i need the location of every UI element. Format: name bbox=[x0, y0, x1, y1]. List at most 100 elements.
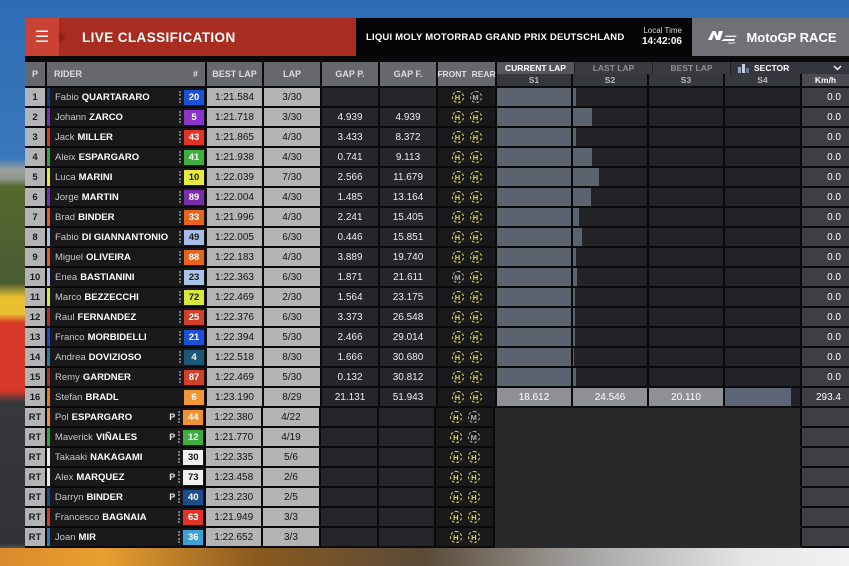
table-row[interactable]: 7 Brad BINDER 33 1:21.996 4/30 2.241 15.405 H H 0.… bbox=[25, 208, 849, 228]
table-row[interactable]: 10 Enea BASTIANINI 23 1:22.363 6/30 1.871 21.61… bbox=[25, 268, 849, 288]
table-row[interactable]: RT Maverick VIÑALES P 12 1:21.770 4/19 H M bbox=[25, 428, 849, 448]
rider-last-name: MARTIN bbox=[81, 191, 119, 203]
sector-progress-bar bbox=[573, 348, 575, 366]
table-row[interactable]: RT Pol ESPARGARO P 44 1:22.380 4/22 H M bbox=[25, 408, 849, 428]
table-row[interactable]: 11 Marco BEZZECCHI 72 1:22.469 2/30 1.564 23.17… bbox=[25, 288, 849, 308]
team-color-stripe bbox=[47, 168, 50, 186]
col-header-kmh: Km/h bbox=[802, 74, 849, 86]
lap-cell: 4/30 bbox=[264, 208, 322, 228]
rider-first-name: Maverick bbox=[54, 431, 93, 443]
best-lap-cell: 1:22.469 bbox=[207, 368, 264, 388]
rider-number-badge: 10 bbox=[184, 169, 204, 185]
table-row[interactable]: RT Francesco BAGNAIA 63 1:21.949 3/3 H H bbox=[25, 508, 849, 528]
rider-first-name: Pol bbox=[54, 411, 69, 423]
sector-progress-bar bbox=[573, 228, 582, 246]
best-lap-cell: 1:21.718 bbox=[207, 108, 264, 128]
table-row[interactable]: 1 Fabio QUARTARARO 20 1:21.584 3/30 H M 0.0 bbox=[25, 88, 849, 108]
rider-number-badge: 6 bbox=[184, 389, 204, 405]
dotted-separator bbox=[179, 251, 181, 263]
dotted-separator bbox=[179, 211, 181, 223]
best-lap-cell: 1:22.394 bbox=[207, 328, 264, 348]
gap-f-cell: 29.014 bbox=[380, 328, 438, 348]
sector-progress-bar bbox=[573, 148, 592, 166]
number-header-label: # bbox=[192, 69, 198, 79]
gap-f-cell: 15.851 bbox=[380, 228, 438, 248]
sector-cell-s3 bbox=[649, 128, 725, 148]
sector-progress-bar bbox=[573, 188, 591, 206]
kmh-cell: 0.0 bbox=[802, 248, 849, 268]
chevron-down-icon bbox=[833, 65, 842, 71]
rider-number-badge: 30 bbox=[183, 449, 204, 465]
table-row[interactable]: 2 Johann ZARCO 5 1:21.718 3/30 4.939 4.939 H H 0.0 bbox=[25, 108, 849, 128]
table-row[interactable]: 13 Franco MORBIDELLI 21 1:22.394 5/30 2.466 29.… bbox=[25, 328, 849, 348]
gap-p-cell: 3.433 bbox=[322, 128, 380, 148]
kmh-cell: 0.0 bbox=[802, 188, 849, 208]
rider-number-badge: 87 bbox=[184, 369, 204, 385]
best-lap-cell: 1:22.380 bbox=[206, 408, 264, 428]
session-bar: MotoGP RACE bbox=[692, 18, 849, 56]
dotted-separator bbox=[179, 111, 181, 123]
rear-tyre-icon: H bbox=[469, 211, 482, 223]
sector-progress-bar bbox=[497, 128, 571, 146]
front-tyre-icon: H bbox=[451, 171, 464, 183]
tab-current-lap[interactable]: CURRENT LAP bbox=[497, 62, 575, 74]
table-row[interactable]: 16 Stefan BRADL 6 1:23.190 8/29 21.131 51.943 H H… bbox=[25, 388, 849, 408]
lap-cell: 2/6 bbox=[263, 468, 321, 488]
rider-last-name: NAKAGAMI bbox=[90, 451, 143, 463]
table-row[interactable]: 9 Miguel OLIVEIRA 88 1:22.183 4/30 3.889 19.740… bbox=[25, 248, 849, 268]
sector-cell-s4 bbox=[725, 368, 802, 388]
table-row[interactable]: 3 Jack MILLER 43 1:21.865 4/30 3.433 8.372 H H 0.0 bbox=[25, 128, 849, 148]
front-tyre-icon: H bbox=[451, 391, 464, 403]
kmh-cell bbox=[802, 528, 849, 548]
sector-cell-s4 bbox=[725, 108, 802, 128]
col-header-lap: LAP bbox=[264, 62, 322, 88]
front-tyre-icon: H bbox=[451, 191, 464, 203]
table-row[interactable]: RT Darryn BINDER P 40 1:23.230 2/5 H H bbox=[25, 488, 849, 508]
hamburger-icon: ☰ bbox=[34, 29, 50, 46]
rider-last-name: QUARTARARO bbox=[81, 91, 150, 103]
table-row[interactable]: RT Takaaki NAKAGAMI 30 1:22.335 5/6 H H bbox=[25, 448, 849, 468]
rider-number-badge: 63 bbox=[183, 509, 204, 525]
sector-progress-bar bbox=[497, 188, 571, 206]
table-row[interactable]: 8 Fabio DI GIANNANTONIO 49 1:22.005 6/30 0.446… bbox=[25, 228, 849, 248]
gap-f-cell: 21.611 bbox=[380, 268, 438, 288]
table-row[interactable]: 6 Jorge MARTIN 89 1:22.004 4/30 1.485 13.164 H H 0… bbox=[25, 188, 849, 208]
dotted-separator bbox=[178, 471, 181, 483]
menu-button[interactable]: ☰ bbox=[25, 18, 59, 56]
gap-p-cell: 0.446 bbox=[322, 228, 380, 248]
rider-number-badge: 40 bbox=[183, 489, 204, 505]
sector-cell-s3 bbox=[649, 148, 725, 168]
tab-last-lap[interactable]: LAST LAP bbox=[575, 62, 653, 74]
rider-last-name: OLIVEIRA bbox=[86, 251, 131, 263]
rider-last-name: BASTIANINI bbox=[80, 271, 135, 283]
lap-cell: 5/6 bbox=[263, 448, 321, 468]
team-color-stripe bbox=[47, 88, 50, 106]
table-row[interactable]: RT Joan MIR 36 1:22.652 3/3 H H bbox=[25, 528, 849, 548]
table-row[interactable]: 12 Raul FERNANDEZ 25 1:22.376 6/30 3.373 26.548… bbox=[25, 308, 849, 328]
table-row[interactable]: 4 Aleix ESPARGARO 41 1:21.938 4/30 0.741 9.113 H… bbox=[25, 148, 849, 168]
table-row[interactable]: 14 Andrea DOVIZIOSO 4 1:22.518 8/30 1.666 30.68… bbox=[25, 348, 849, 368]
sector-area-inactive bbox=[495, 448, 803, 468]
table-row[interactable]: 15 Remy GARDNER 87 1:22.469 5/30 0.132 30.812 H H… bbox=[25, 368, 849, 388]
team-color-stripe bbox=[46, 428, 50, 446]
tab-best-lap[interactable]: BEST LAP bbox=[653, 62, 731, 74]
pit-indicator: P bbox=[169, 412, 176, 422]
table-row[interactable]: RT Alex MARQUEZ P 73 1:23.458 2/6 H H bbox=[25, 468, 849, 488]
team-color-stripe bbox=[47, 308, 50, 326]
sector-cell-s4 bbox=[725, 168, 802, 188]
sector-dropdown[interactable]: SECTOR bbox=[731, 62, 849, 74]
table-row[interactable]: 5 Luca MARINI 10 1:22.039 7/30 2.566 11.679 H H 0.… bbox=[25, 168, 849, 188]
kmh-cell: 0.0 bbox=[802, 148, 849, 168]
background-track-photo bbox=[0, 548, 849, 566]
kmh-cell: 0.0 bbox=[802, 368, 849, 388]
sector-progress-bar bbox=[573, 308, 576, 326]
rider-cell: Darryn BINDER P 40 bbox=[46, 488, 207, 508]
rider-cell: Pol ESPARGARO P 44 bbox=[46, 408, 207, 428]
dotted-separator bbox=[179, 371, 181, 383]
team-color-stripe bbox=[47, 288, 50, 306]
